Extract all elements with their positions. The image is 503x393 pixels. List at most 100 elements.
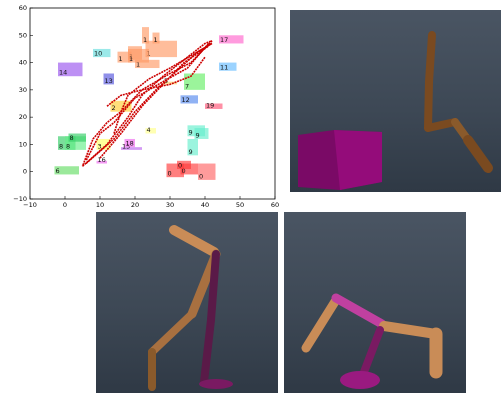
obstacle-label: 1	[143, 36, 147, 44]
obstacle-label: 8	[66, 142, 70, 150]
obstacle-rect	[117, 51, 132, 63]
limb-top	[169, 225, 219, 257]
trajectory-plot: 0000111111123456788899910111213141516171…	[0, 0, 283, 213]
obstacle-rect	[96, 160, 107, 164]
obstacle-label: 13	[105, 77, 113, 85]
trajectory-path	[113, 42, 213, 134]
obstacle-rect	[219, 62, 237, 71]
obstacle-rect	[194, 128, 209, 139]
limb-middle	[424, 78, 433, 132]
obstacle-rect	[219, 35, 244, 44]
limb-lower	[148, 310, 196, 356]
robot-render-top-right	[290, 10, 501, 192]
x-tick-label: 10	[96, 201, 104, 209]
x-tick-label: 40	[201, 201, 209, 209]
obstacle-label: 12	[182, 96, 190, 104]
obstacle-rect	[145, 40, 177, 58]
obstacle-label: 11	[220, 63, 228, 71]
trajectory-path	[81, 40, 213, 167]
x-tick-label: 60	[271, 201, 279, 209]
trajectory-path	[81, 39, 213, 167]
obstacle-rect	[110, 100, 132, 112]
obstacle-rect	[187, 138, 198, 156]
obstacle-label: 1	[136, 61, 140, 69]
obstacle-rect	[103, 73, 114, 85]
render-scene-3	[301, 293, 443, 389]
obstacle-rect	[124, 138, 135, 148]
trajectory-path	[99, 45, 209, 159]
x-tick-label: 30	[166, 201, 174, 209]
trajectory-path	[85, 42, 210, 162]
obstacle-label: 0	[178, 161, 182, 169]
obstacle-rect	[128, 48, 149, 63]
obstacle-layer: 0000111111123456788899910111213141516171…	[54, 27, 244, 180]
limb-right	[379, 321, 441, 339]
obstacle-rect	[180, 95, 198, 104]
obstacle-rect	[58, 62, 83, 77]
y-tick-label: 30	[19, 86, 27, 94]
y-tick-label: 10	[19, 140, 27, 148]
foot-pad	[199, 379, 233, 389]
render-scene-1	[298, 31, 493, 190]
obstacle-rect	[205, 103, 223, 109]
y-tick-label: 20	[19, 113, 27, 121]
limb-left	[301, 295, 341, 353]
obstacle-rect	[198, 163, 216, 180]
obstacle-rect	[142, 27, 149, 44]
y-tick-label: 50	[19, 31, 27, 39]
limb-purple	[360, 326, 384, 376]
obstacle-label: 14	[59, 69, 67, 77]
obstacle-label: 2	[112, 104, 116, 112]
obstacle-rect	[54, 166, 79, 175]
limb-highlight	[331, 293, 387, 329]
limb-purple-upper	[207, 250, 220, 324]
obstacle-label: 9	[189, 129, 193, 137]
obstacle-rect	[96, 138, 111, 150]
obstacle-label: 8	[70, 134, 74, 142]
obstacle-label: 3	[98, 142, 102, 150]
obstacle-label: 0	[168, 170, 172, 178]
obstacle-label: 16	[98, 156, 106, 164]
obstacle-label: 0	[182, 167, 186, 175]
y-tick-label: −10	[13, 195, 27, 203]
obstacle-label: 0	[199, 172, 203, 180]
y-axis-ticks: −10 0 10 20 30 40 50 60	[13, 4, 33, 203]
obstacle-rect	[93, 48, 111, 58]
trajectory-layer	[81, 39, 213, 167]
obstacle-label: 17	[220, 36, 228, 44]
obstacle-label: 9	[189, 148, 193, 156]
obstacle-rect	[163, 81, 177, 85]
x-tick-label: 20	[131, 201, 139, 209]
box-face	[334, 130, 382, 190]
limb-purple-lower	[200, 316, 215, 386]
limb-lower	[424, 118, 459, 132]
y-tick-label: 0	[23, 168, 27, 176]
x-tick-label: −10	[23, 201, 37, 209]
y-tick-label: 60	[19, 4, 27, 12]
obstacle-label: 6	[56, 167, 60, 175]
x-axis-ticks: −10 0 10 20 30 40 50 60	[23, 196, 279, 209]
plot-canvas: 0000111111123456788899910111213141516171…	[13, 4, 279, 209]
foot-pad	[340, 371, 380, 389]
x-tick-label: 50	[236, 201, 244, 209]
obstacle-rect	[152, 32, 160, 44]
obstacle-rect	[68, 133, 86, 142]
obstacle-label: 1	[154, 36, 158, 44]
obstacle-rect	[177, 160, 191, 169]
obstacle-label: 10	[94, 50, 102, 58]
robot-render-bottom-right	[284, 212, 466, 393]
obstacle-label: 19	[206, 101, 214, 109]
obstacle-label: 4	[147, 126, 151, 134]
y-tick-label: 40	[19, 59, 27, 67]
obstacle-label: 7	[185, 82, 189, 90]
obstacle-label: 18	[126, 140, 134, 148]
obstacle-label: 1	[119, 55, 123, 63]
obstacle-rect	[135, 59, 160, 69]
obstacle-label: 9	[196, 131, 200, 139]
robot-render-bottom-left	[96, 212, 278, 393]
render-scene-2	[148, 225, 233, 391]
limb-upper	[425, 31, 436, 86]
obstacle-label: 8	[59, 142, 63, 150]
obstacle-rect	[121, 147, 142, 150]
obstacle-label: 1	[129, 55, 133, 63]
